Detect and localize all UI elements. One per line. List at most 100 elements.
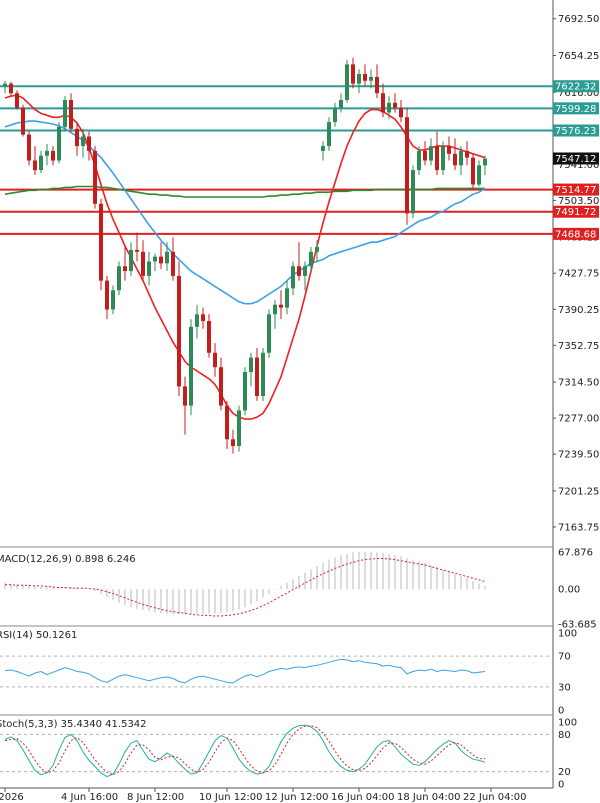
candle [471, 153, 475, 190]
candle [417, 146, 421, 175]
candle-body [147, 261, 151, 276]
candle [381, 83, 385, 118]
stoch-tick-label: 0 [558, 780, 564, 791]
candle [183, 376, 187, 435]
time-tick-label: 16 Jun 04:00 [331, 792, 395, 803]
candle [333, 102, 337, 127]
candle-body [357, 74, 361, 84]
level-tag-label: 7599.28 [555, 104, 596, 115]
rsi-panel: RSI(14) 50.1261 100 70 30 0 [0, 629, 577, 717]
candle-body [261, 352, 265, 397]
candle [351, 57, 355, 89]
time-tick-label: 22 Jun 04:00 [463, 792, 527, 803]
price-tick-label: 7352.75 [558, 341, 599, 352]
candle-body [309, 251, 313, 267]
candle [81, 128, 85, 158]
candle-body [87, 136, 91, 151]
candle-body [297, 266, 301, 276]
candle [273, 299, 277, 329]
candle [3, 80, 7, 94]
candle-body [21, 107, 25, 135]
candle [453, 138, 457, 171]
level-tag [553, 124, 599, 137]
price-tick-label: 7692.50 [558, 14, 599, 25]
candle [423, 141, 427, 166]
candle [393, 93, 397, 113]
candle [165, 242, 169, 272]
candle [135, 232, 139, 262]
candle-body [153, 256, 157, 262]
price-tick-label: 7616.00 [558, 88, 599, 99]
candle [177, 261, 181, 397]
candle-body [57, 126, 61, 161]
candle [441, 141, 445, 175]
candle-body [189, 326, 193, 406]
candle-body [117, 266, 121, 291]
candle [339, 93, 343, 113]
candle-body [429, 146, 433, 161]
candle-body [15, 93, 19, 108]
candle-body [9, 83, 13, 94]
candle [141, 240, 145, 281]
time-tick-label: 8 Jun 12:00 [127, 792, 184, 803]
candle-body [45, 150, 49, 156]
candle-body [291, 266, 295, 289]
candle [291, 261, 295, 296]
main-panel [0, 0, 554, 788]
candle [237, 405, 241, 452]
candle-body [477, 165, 481, 185]
candle-body [105, 280, 109, 310]
candle-body [183, 386, 187, 406]
candle [357, 69, 361, 94]
candle-body [243, 371, 247, 411]
price-tick-label: 7503.50 [558, 196, 599, 207]
candle-body [363, 74, 367, 81]
candle [63, 96, 67, 132]
candle-body [129, 249, 133, 272]
candle [153, 253, 157, 272]
candle-body [459, 150, 463, 166]
candle [465, 141, 469, 166]
candle [297, 242, 301, 281]
time-tick-label: 18 Jun 04:00 [397, 792, 461, 803]
candle-body [333, 107, 337, 123]
level-tag-label: 7491.72 [555, 207, 596, 218]
rsi-label: RSI(14) 50.1261 [0, 630, 77, 641]
candle-body [249, 357, 253, 372]
candle [315, 240, 319, 262]
candle-body [159, 256, 163, 264]
rsi-tick-label: 100 [558, 629, 577, 640]
candle-body [345, 64, 349, 100]
candle [195, 304, 199, 339]
time-tick-label: 1 Jun 2026 [0, 792, 24, 803]
level-tags: 7622.32 7599.28 7576.23 7514.77 7491.72 7468.… [553, 80, 599, 240]
candle [39, 150, 43, 174]
candle [405, 107, 409, 225]
level-tag-label: 7622.32 [555, 82, 596, 93]
candle-body [237, 410, 241, 446]
candle-body [69, 99, 73, 129]
candle [261, 347, 265, 401]
candle [483, 155, 487, 175]
candle-body [441, 146, 445, 171]
candle-body [75, 128, 79, 147]
time-tick-label: 4 Jun 16:00 [61, 792, 118, 803]
candle [123, 247, 127, 281]
candle-body [465, 150, 469, 158]
candle-body [171, 251, 175, 276]
price-tick-label: 7277.00 [558, 414, 599, 425]
candle-body [267, 314, 271, 353]
macd-tick-label: 0.00 [558, 585, 580, 596]
macd-label: MACD(12,26,9) 0.898 6.246 [0, 554, 136, 565]
candle [171, 237, 175, 281]
time-tick-label: 12 Jun 12:00 [265, 792, 329, 803]
candle-body [165, 251, 169, 264]
candle-body [33, 160, 37, 171]
candle-body [39, 155, 43, 171]
level-tag [553, 102, 599, 115]
candle-body [93, 150, 97, 204]
candle [219, 357, 223, 411]
candle-body [483, 158, 487, 166]
